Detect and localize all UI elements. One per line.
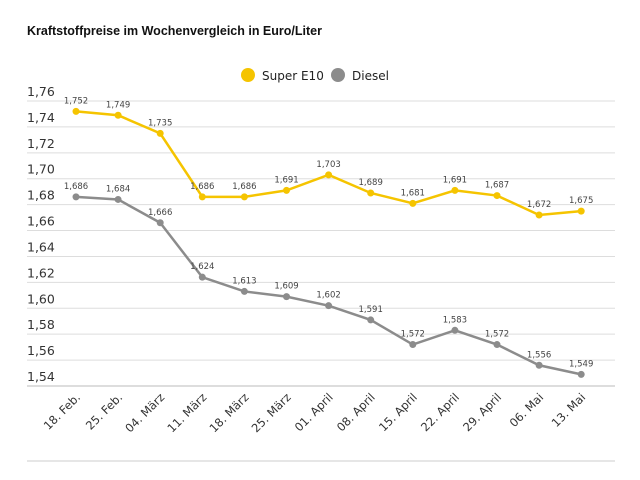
x-tick-label: 15. April xyxy=(376,390,420,434)
data-label: 1,609 xyxy=(274,282,298,292)
x-tick-label: 25. Feb. xyxy=(83,390,125,432)
y-tick-label: 1,72 xyxy=(27,136,55,151)
x-tick-label: 04. März xyxy=(122,390,167,435)
x-tick-label: 22. April xyxy=(418,390,462,434)
data-point xyxy=(283,293,290,301)
x-tick-label: 18. Feb. xyxy=(41,390,83,432)
data-point xyxy=(198,193,206,201)
x-tick-label: 01. April xyxy=(292,390,336,434)
data-label: 1,749 xyxy=(106,100,130,110)
data-label: 1,556 xyxy=(527,350,551,360)
y-tick-label: 1,62 xyxy=(27,265,55,280)
data-point xyxy=(409,199,417,207)
legend-marker xyxy=(241,68,255,82)
data-point xyxy=(577,207,585,215)
x-tick-label: 06. Mai xyxy=(507,390,547,430)
y-tick-label: 1,58 xyxy=(27,317,55,332)
y-tick-label: 1,66 xyxy=(27,214,55,229)
data-label: 1,572 xyxy=(401,330,425,340)
x-tick-label: 29. April xyxy=(460,390,504,434)
data-label: 1,681 xyxy=(401,188,425,198)
data-point xyxy=(72,193,80,201)
data-label: 1,689 xyxy=(359,178,383,188)
data-point xyxy=(367,189,375,197)
data-point xyxy=(72,107,80,115)
x-tick-label: 13. Mai xyxy=(549,390,589,430)
legend-marker xyxy=(331,68,345,82)
y-tick-label: 1,74 xyxy=(27,110,55,125)
data-point xyxy=(156,129,164,137)
y-tick-label: 1,68 xyxy=(27,188,55,203)
data-point xyxy=(493,192,501,200)
data-label: 1,686 xyxy=(190,182,214,192)
data-point xyxy=(577,370,585,378)
data-label: 1,691 xyxy=(443,175,467,185)
data-label: 1,752 xyxy=(64,96,88,106)
data-label: 1,672 xyxy=(527,200,551,210)
chart-title: Kraftstoffpreise im Wochenvergleich in E… xyxy=(27,24,322,38)
x-tick-label: 18. März xyxy=(206,390,251,435)
data-label: 1,687 xyxy=(485,181,509,191)
data-point xyxy=(283,186,290,194)
data-label: 1,703 xyxy=(316,160,340,170)
data-label: 1,691 xyxy=(274,175,298,185)
data-label: 1,675 xyxy=(569,196,593,206)
data-label: 1,583 xyxy=(443,315,467,325)
data-label: 1,591 xyxy=(359,305,383,315)
x-tick-label: 25. März xyxy=(249,390,294,435)
data-label: 1,602 xyxy=(316,291,340,301)
data-point xyxy=(114,195,122,203)
legend-label: Super E10 xyxy=(262,69,324,83)
data-point xyxy=(409,341,417,349)
legend-label: Diesel xyxy=(352,69,389,83)
series-line-diesel xyxy=(75,195,582,376)
data-point xyxy=(156,219,164,227)
data-point xyxy=(535,211,543,219)
data-label: 1,684 xyxy=(106,184,130,194)
data-point xyxy=(114,111,122,119)
data-label: 1,686 xyxy=(64,182,88,192)
data-point xyxy=(240,287,248,295)
data-point xyxy=(198,273,206,281)
data-point xyxy=(451,186,459,194)
y-tick-label: 1,56 xyxy=(27,343,55,358)
data-label: 1,549 xyxy=(569,359,593,369)
data-label: 1,613 xyxy=(232,276,256,286)
data-point xyxy=(367,316,375,324)
data-point xyxy=(240,193,248,201)
y-tick-label: 1,76 xyxy=(27,84,55,99)
data-point xyxy=(451,326,459,334)
data-label: 1,666 xyxy=(148,208,172,218)
data-point xyxy=(325,171,333,179)
data-label: 1,624 xyxy=(190,262,214,272)
x-tick-label: 08. April xyxy=(334,390,378,434)
data-label: 1,686 xyxy=(232,182,256,192)
data-point xyxy=(535,361,543,369)
x-tick-label: 11. März xyxy=(164,390,209,435)
y-tick-label: 1,70 xyxy=(27,162,55,177)
y-tick-label: 1,64 xyxy=(27,239,55,254)
data-label: 1,735 xyxy=(148,118,172,128)
data-label: 1,572 xyxy=(485,330,509,340)
data-point xyxy=(493,341,501,349)
y-tick-label: 1,54 xyxy=(27,369,55,384)
data-point xyxy=(325,302,333,310)
y-tick-label: 1,60 xyxy=(27,291,55,306)
